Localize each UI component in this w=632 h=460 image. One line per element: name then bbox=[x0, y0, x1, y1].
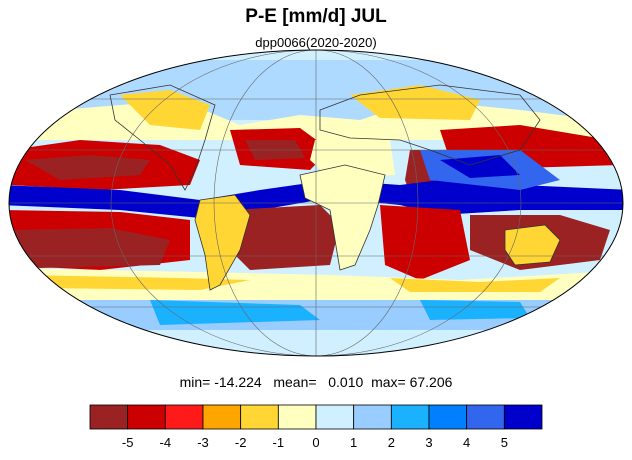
stat-mean-label: mean= bbox=[273, 374, 317, 390]
field-south-yellow bbox=[20, 275, 250, 290]
field-samerica bbox=[195, 195, 250, 290]
field-na-dry bbox=[120, 90, 210, 130]
colorbar-box bbox=[353, 404, 392, 430]
field-sindian-red bbox=[380, 205, 470, 280]
field-south-yellow-2 bbox=[390, 278, 560, 292]
stat-min-label: min= bbox=[179, 374, 211, 390]
colorbar-box bbox=[503, 404, 543, 430]
field-australia bbox=[505, 225, 560, 265]
map-subtitle: dpp0066(2020-2020) bbox=[255, 35, 377, 50]
field-spacific-deep bbox=[10, 228, 170, 268]
colorbar-tick-label: 1 bbox=[350, 435, 357, 450]
colorbar-tick-label: -4 bbox=[160, 435, 172, 450]
map-title: P-E [mm/d] JUL bbox=[245, 6, 387, 27]
field-so-blue bbox=[150, 300, 320, 325]
colorbar-box bbox=[315, 404, 355, 430]
colorbar-box bbox=[277, 404, 317, 430]
colorbar-tick-label: 2 bbox=[388, 435, 395, 450]
colorbar-box bbox=[466, 404, 505, 430]
colorbar-tick-label: 3 bbox=[425, 435, 432, 450]
colorbar-tick-label: 4 bbox=[463, 435, 470, 450]
field-satlantic-deep bbox=[230, 205, 340, 270]
stats-line: min= -14.224 mean= 0.010 max= 67.206 bbox=[0, 374, 632, 390]
colorbar-tick-label: -1 bbox=[273, 435, 285, 450]
map-field bbox=[9, 50, 623, 356]
colorbar-box bbox=[390, 404, 430, 430]
colorbar-tick-label: 0 bbox=[312, 435, 319, 450]
field-eurasia-dry bbox=[350, 85, 480, 120]
stat-mean-value: 0.010 bbox=[328, 374, 364, 390]
coastlines bbox=[109, 84, 561, 291]
colorbar-box bbox=[428, 404, 468, 430]
colorbar-box bbox=[127, 404, 166, 430]
stat-max-value: 67.206 bbox=[409, 374, 453, 390]
globe-outline bbox=[8, 49, 624, 357]
graticule bbox=[9, 50, 623, 356]
colorbar-box bbox=[164, 404, 204, 430]
field-so-blue-2 bbox=[420, 300, 530, 320]
colorbar-box bbox=[89, 404, 129, 430]
colorbar-tick-label: -5 bbox=[122, 435, 134, 450]
colorbar-tick-label: 5 bbox=[501, 435, 508, 450]
colorbar-box bbox=[202, 404, 242, 430]
stat-max-label: max= bbox=[371, 374, 406, 390]
colorbar-box bbox=[240, 404, 279, 430]
colorbar-tick-label: -3 bbox=[197, 435, 209, 450]
colorbar-tick-label: -2 bbox=[235, 435, 247, 450]
field-monsoon-core bbox=[440, 155, 520, 178]
stat-min-value: -14.224 bbox=[214, 374, 262, 390]
